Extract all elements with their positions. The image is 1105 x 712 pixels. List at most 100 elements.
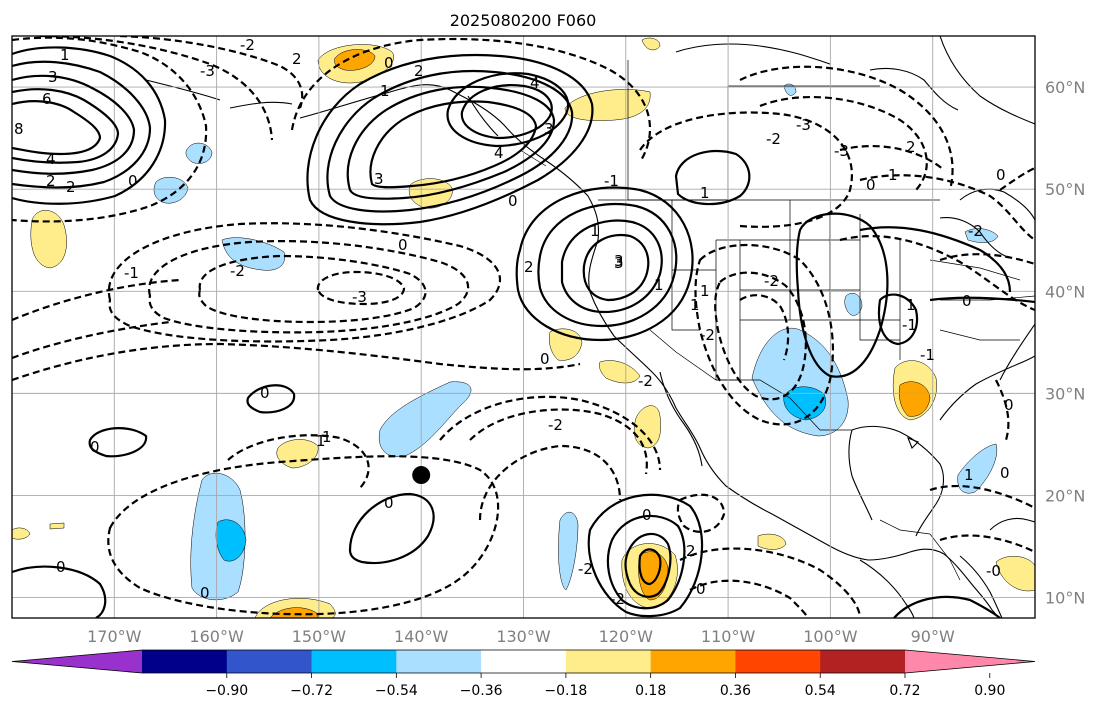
map-frame — [11, 35, 1036, 619]
contour-line — [119, 36, 304, 109]
contour-line — [12, 74, 136, 175]
contour-label: 0 — [642, 506, 652, 524]
colorbar-segment — [226, 650, 313, 673]
contour-label: 3 — [48, 68, 58, 86]
shade-region — [995, 555, 1035, 592]
lat-tick-label: 20°N — [1045, 486, 1085, 505]
contour-line — [227, 434, 370, 489]
contour-label: 2 — [292, 50, 302, 68]
contour-line — [893, 595, 1001, 618]
contour-line — [446, 72, 569, 148]
shade-region — [633, 405, 661, 449]
colorbar-tick-label: 0.54 — [805, 683, 836, 699]
contour-line — [739, 65, 954, 191]
contour-label: -2 — [638, 372, 653, 390]
contour-label: -2 — [548, 416, 563, 434]
contour-label: -2 — [578, 560, 593, 578]
lat-tick-label: 60°N — [1045, 78, 1085, 97]
contour-label: -1 — [920, 346, 935, 364]
colorbar-tick-label: −0.54 — [375, 683, 418, 699]
contour-label: 1 — [700, 282, 710, 300]
contour-label: 0 — [384, 54, 394, 72]
colorbar-tick-label: 0.90 — [974, 683, 1005, 699]
contour-label: 3 — [614, 254, 624, 272]
contour-line — [460, 84, 553, 140]
contour-label: -2 — [764, 272, 779, 290]
contour-line — [537, 202, 678, 328]
contour-line — [929, 296, 1035, 304]
contour-line — [12, 565, 107, 618]
contour-label: 0 — [200, 584, 210, 602]
lon-tick-label: 110°W — [701, 627, 756, 646]
lon-tick-label: 170°W — [87, 627, 142, 646]
contour-line — [676, 493, 726, 533]
contour-label: 1 — [964, 466, 974, 484]
contour-line — [795, 212, 889, 378]
shade-region — [599, 360, 641, 384]
lat-tick-label: 40°N — [1045, 282, 1085, 301]
contour-label: 1 — [316, 432, 326, 450]
contour-line — [560, 219, 663, 314]
contour-line — [369, 100, 538, 189]
colorbar-tick-label: −0.72 — [290, 683, 333, 699]
shade-region — [564, 89, 651, 121]
contour-label: 1 — [888, 166, 898, 184]
lon-tick-label: 140°W — [394, 627, 449, 646]
contour-line — [839, 235, 1035, 312]
contour-line — [12, 278, 181, 322]
contour-label: 8 — [14, 120, 24, 138]
colorbar-outline — [11, 649, 1036, 674]
contour-line — [12, 342, 581, 382]
contour-label: -1 — [604, 172, 619, 190]
shade-region — [844, 293, 863, 316]
contour-line — [12, 88, 120, 164]
contour-label: -3 — [796, 116, 811, 134]
contour-line — [290, 37, 652, 163]
contour-label: 0 — [384, 494, 394, 512]
contour-label: 0 — [1004, 396, 1014, 414]
contour-label: 0 — [128, 172, 138, 190]
colorbar-segment — [650, 650, 736, 673]
longitude-tick-labels: 170°W 160°W 150°W 140°W 130°W 120°W 110°W 100°W… — [87, 627, 955, 646]
contour-label: 0 — [508, 192, 518, 210]
contour-label: -1 — [902, 316, 917, 334]
contour-line — [107, 222, 501, 343]
contour-line — [587, 493, 704, 618]
contour-label: -3 — [200, 62, 215, 80]
borders — [519, 60, 1035, 581]
contour-line — [859, 174, 1035, 241]
contour-label: 1 — [380, 82, 390, 100]
contour-line — [877, 293, 919, 346]
contour-line — [469, 408, 648, 475]
contour-label: 6 — [42, 90, 52, 108]
colorbar-tick-label: 0.18 — [635, 683, 666, 699]
coastlines — [145, 36, 1035, 618]
contour-line — [12, 60, 152, 189]
contour-line — [759, 95, 928, 191]
contour-line — [439, 395, 662, 471]
contour-label: 2 — [66, 178, 76, 196]
shade-region — [221, 237, 286, 271]
contour-line — [246, 384, 296, 414]
lat-tick-label: 10°N — [1045, 589, 1085, 608]
contour-line — [515, 186, 694, 342]
contour-label: 2 — [414, 62, 424, 80]
contour-label: 0 — [996, 166, 1006, 184]
contour-label: 3 — [614, 252, 624, 270]
contour-label: -2 — [700, 326, 715, 344]
contour-line — [689, 579, 809, 618]
shade-region — [957, 443, 998, 494]
contour-line — [939, 534, 1035, 553]
contour-line — [638, 548, 662, 586]
contour-label: 3 — [374, 170, 384, 188]
contours — [12, 36, 1035, 618]
contour-label: 0 — [696, 580, 706, 598]
lat-tick-label: 30°N — [1045, 384, 1085, 403]
lat-tick-label: 50°N — [1045, 180, 1085, 199]
shade-region — [49, 522, 65, 530]
contour-label: 2 — [46, 172, 56, 190]
contour-label: 0 — [56, 558, 66, 576]
contour-label: 1 — [700, 184, 710, 202]
contour-line — [12, 36, 208, 223]
